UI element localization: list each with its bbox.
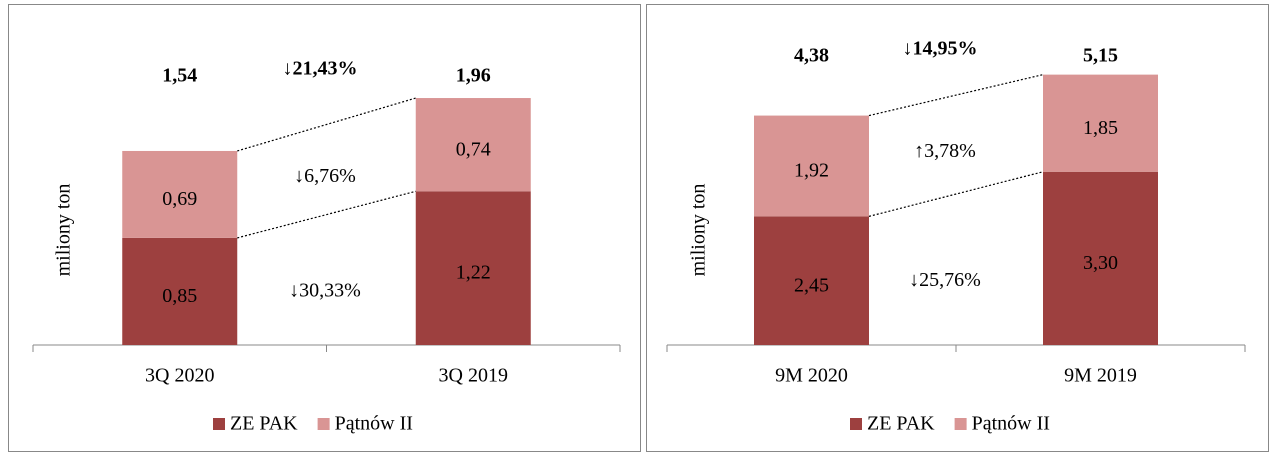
bar-segment: [415, 98, 531, 192]
x-tick-label: 9M 2019: [1064, 365, 1137, 387]
connector: [237, 190, 416, 239]
bar-segment: [754, 115, 869, 217]
value-label: 0,69: [162, 188, 197, 210]
bar-segment: [1043, 171, 1158, 345]
bar-segment: [415, 191, 531, 345]
bar-segment: [754, 216, 869, 345]
change-label: ↓14,95%: [903, 38, 978, 60]
total-label: 1,96: [456, 65, 491, 87]
value-label: 1,92: [794, 160, 829, 182]
legend-swatch: [213, 418, 225, 430]
value-label: 1,22: [456, 262, 491, 284]
change-label: ↑3,78%: [914, 140, 976, 162]
value-label: 0,85: [162, 285, 197, 307]
panel-border: [8, 4, 641, 452]
total-label: 4,38: [794, 45, 829, 67]
x-tick-label: 3Q 2020: [145, 365, 214, 387]
bar-segment: [122, 150, 238, 238]
value-label: 0,74: [456, 138, 491, 160]
legend-swatch: [317, 418, 330, 430]
change-label: ↓21,43%: [283, 58, 358, 80]
y-axis-label: miliony ton: [688, 184, 710, 277]
change-label: ↓25,76%: [909, 269, 981, 291]
connector: [868, 171, 1044, 217]
connector: [868, 74, 1044, 117]
total-label: 5,15: [1083, 45, 1118, 67]
legend-label: ZE PAK: [230, 413, 298, 435]
legend-label: Pątnów II: [335, 413, 413, 435]
change-label: ↓6,76%: [294, 165, 356, 187]
x-tick-label: 9M 2020: [775, 365, 848, 387]
connector: [237, 97, 416, 152]
legend-label: Pątnów II: [972, 413, 1050, 435]
change-label: ↓30,33%: [289, 279, 361, 301]
panel-border: [646, 4, 1269, 452]
bar-segment: [122, 237, 238, 345]
value-label: 1,85: [1083, 117, 1118, 139]
bar-segment: [1043, 74, 1158, 172]
legend-swatch: [954, 418, 967, 430]
x-tick-label: 3Q 2019: [439, 365, 508, 387]
value-label: 3,30: [1083, 252, 1118, 274]
value-label: 2,45: [794, 274, 829, 296]
legend-label: ZE PAK: [867, 413, 935, 435]
total-label: 1,54: [162, 65, 197, 87]
y-axis-label: miliony ton: [53, 184, 75, 277]
legend-swatch: [850, 418, 862, 430]
